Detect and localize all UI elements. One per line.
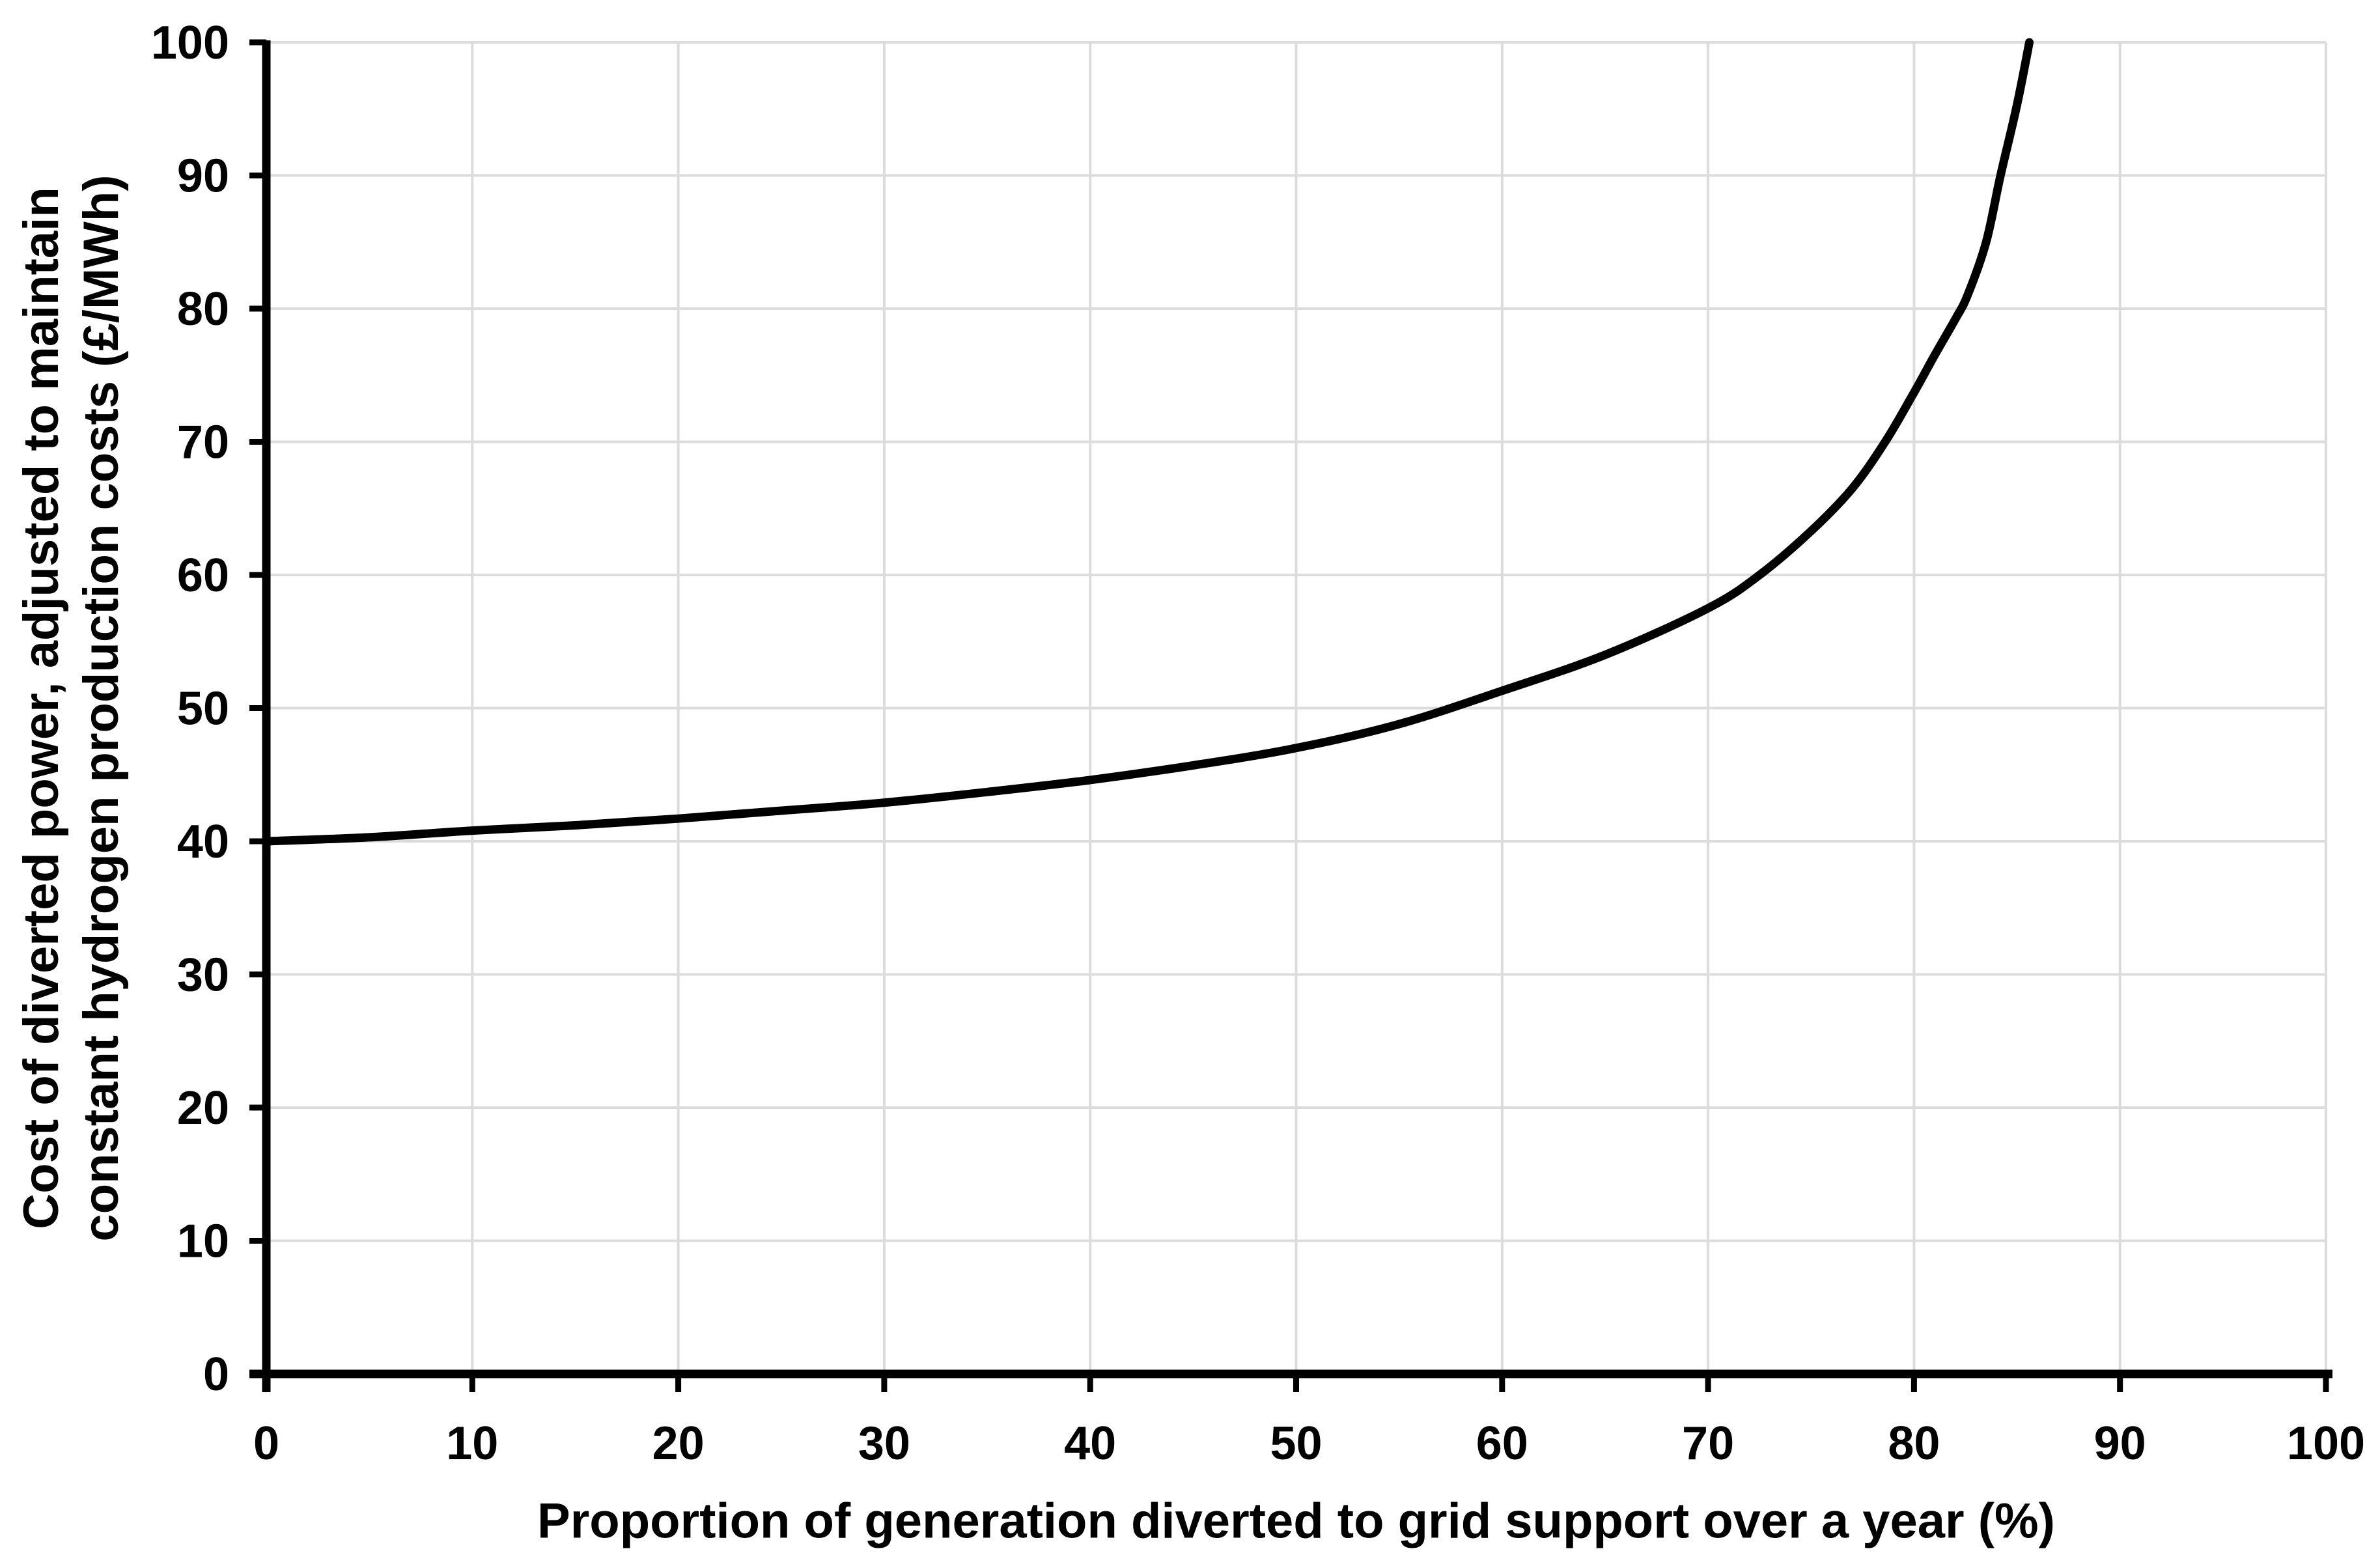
y-tick-label: 30 [177,949,229,1001]
x-tick-label: 30 [858,1418,910,1470]
x-tick-label: 10 [446,1418,498,1470]
y-tick-label: 10 [177,1216,229,1268]
gridlines [266,41,2327,1374]
x-tick-label: 80 [1888,1418,1940,1470]
axes [249,39,2332,1392]
x-tick-label: 60 [1476,1418,1528,1470]
tick-labels: 0 10 20 30 40 50 60 70 80 90 100 0 10 20 30 40 50 60 70 80 9… [151,17,2365,1470]
x-tick-label: 0 [253,1418,279,1470]
x-axis-title: Proportion of generation diverted to gri… [537,1494,2055,1549]
x-tick-label: 50 [1270,1418,1322,1470]
y-tick-label: 20 [177,1082,229,1134]
x-tick-label: 70 [1682,1418,1734,1470]
x-tick-label: 40 [1064,1418,1116,1470]
y-tick-label: 90 [177,150,229,203]
cost-curve-group [262,38,2034,846]
y-axis-title-line2: constant hydrogen production costs (£/MW… [74,175,129,1241]
y-tick-label: 60 [177,550,229,602]
cost-curve-path [262,38,2034,846]
y-tick-label: 100 [151,17,229,69]
y-tick-label: 40 [177,816,229,868]
y-tick-label: 50 [177,683,229,735]
x-tick-label: 90 [2094,1418,2146,1470]
y-tick-label: 80 [177,283,229,335]
y-tick-label: 70 [177,417,229,469]
x-tick-label: 100 [2287,1418,2365,1470]
y-axis-title-line1: Cost of diverted power, adjusted to main… [14,187,69,1229]
x-tick-label: 20 [652,1418,705,1470]
y-tick-label: 0 [203,1349,229,1401]
